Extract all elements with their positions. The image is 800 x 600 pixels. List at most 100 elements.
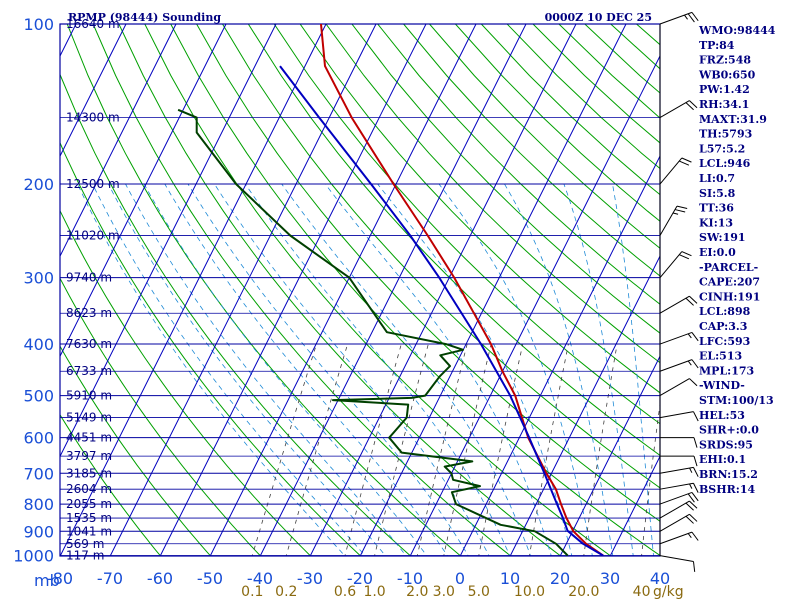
index-entry: MAXT:31.9 <box>699 113 767 126</box>
wind-barb <box>659 11 699 25</box>
index-entry: EL:513 <box>699 350 742 363</box>
wind-barb-staff <box>659 378 690 397</box>
temperature-tick-label: -40 <box>247 569 273 588</box>
isotherm <box>509 255 660 556</box>
wind-barb-half-flag <box>689 467 693 473</box>
temperature-trace <box>320 24 604 556</box>
index-entry: EHI:0.1 <box>699 453 746 466</box>
dry-adiabat <box>377 24 660 305</box>
mixing-ratio-line <box>285 343 348 556</box>
wind-barb-staff <box>659 295 690 314</box>
height-label: 11020 m <box>66 229 120 243</box>
moist-adiabat <box>244 183 511 556</box>
wind-barb-flag <box>691 332 699 342</box>
moist-adiabat <box>187 183 469 556</box>
wind-barb-flag <box>689 100 698 109</box>
wind-barb-flag <box>685 297 694 306</box>
isotherm <box>609 455 660 556</box>
wind-barb-flag <box>693 437 698 448</box>
moist-adiabat <box>77 183 346 556</box>
moist-adiabat <box>324 183 552 556</box>
wind-barb <box>659 295 698 314</box>
pressure-tick-label: 800 <box>23 495 54 514</box>
wind-barb-staff <box>659 411 694 419</box>
wind-barb-flag <box>691 492 699 502</box>
dry-adiabat <box>170 24 660 556</box>
dry-adiabat <box>92 24 512 556</box>
height-label: 3797 m <box>66 449 112 463</box>
dry-adiabat <box>66 24 462 556</box>
moist-adiabat <box>214 183 490 556</box>
mixing-ratio-label: 40 <box>633 584 651 600</box>
wind-barb-staff <box>659 466 694 474</box>
wind-barb-flag <box>691 531 699 541</box>
mixing-ratio-label: 5.0 <box>468 584 490 600</box>
index-entry: RH:34.1 <box>699 98 749 111</box>
index-entry: CAP:3.3 <box>699 320 747 333</box>
index-entry: SI:5.8 <box>699 187 736 200</box>
pressure-tick-label: 700 <box>23 464 54 483</box>
moist-adiabat <box>438 183 593 556</box>
dry-adiabat <box>60 277 262 556</box>
mixing-ratio-line <box>529 344 569 556</box>
isotherm <box>0 24 26 556</box>
isotherm <box>159 24 427 556</box>
isotherm <box>60 24 127 158</box>
index-entry: CAPE:207 <box>699 276 760 289</box>
sounding-datetime: 0000Z 10 DEC 25 <box>545 11 652 24</box>
pressure-unit-label: mb <box>34 571 60 590</box>
wind-barb <box>659 500 698 519</box>
wind-barb-flag <box>693 456 698 467</box>
wind-barb <box>659 531 699 545</box>
wind-barb-flag <box>676 205 688 209</box>
wind-barb-flag <box>681 251 692 257</box>
wind-barb <box>659 411 699 422</box>
moist-adiabat <box>612 183 654 556</box>
temperature-axis-labels: -80 -70 -60 -50 -40 -30 -20 -10 0 10 20 30 40 <box>47 569 670 588</box>
mixing-ratio-unit: g/kg <box>653 584 684 600</box>
isotherm <box>559 355 660 556</box>
wind-barb-flag <box>674 209 686 213</box>
wind-barb <box>660 437 698 448</box>
wind-barb-staff <box>659 359 693 372</box>
wind-barb-half-flag <box>672 212 679 215</box>
isotherm <box>209 24 477 556</box>
dry-adiabat <box>222 24 660 489</box>
index-entry: TH:5793 <box>699 128 752 141</box>
wind-barb-flag <box>681 157 692 163</box>
moist-adiabat <box>92 183 366 556</box>
dry-adiabat <box>325 24 660 364</box>
mixing-ratio-label: 0.6 <box>334 584 356 600</box>
temperature-tick-label: 40 <box>650 569 670 588</box>
height-label: 5149 m <box>66 411 112 425</box>
height-label: 5910 m <box>66 389 112 403</box>
wind-barb-half-flag <box>689 483 693 489</box>
pressure-tick-label: 400 <box>23 335 54 354</box>
isotherm <box>60 24 327 556</box>
temperature-tick-label: -80 <box>47 569 73 588</box>
wind-barb <box>659 491 699 505</box>
wind-barbs <box>659 11 699 572</box>
dry-adiabat <box>60 141 362 556</box>
wind-barb <box>660 455 698 467</box>
isotherm-grid <box>0 24 660 556</box>
mixing-ratio-label: 1.0 <box>363 584 385 600</box>
height-label: 8623 m <box>66 306 112 320</box>
isotherm <box>309 24 577 556</box>
wind-barb <box>659 513 698 532</box>
wind-barb-staff <box>659 531 693 545</box>
pressure-tick-label: 200 <box>23 175 54 194</box>
mixing-ratio-label: 20.0 <box>568 584 599 600</box>
wind-barb-staff <box>659 205 678 236</box>
height-label: 2055 m <box>66 497 112 511</box>
wind-barb-staff <box>659 157 683 185</box>
wind-barb-flag <box>693 467 699 477</box>
wind-barb-flag <box>689 295 698 304</box>
index-entry: LCL:946 <box>699 157 751 170</box>
index-entry: LFC:593 <box>699 335 750 348</box>
index-entry: SRDS:95 <box>699 438 753 451</box>
index-entry: EI:0.0 <box>699 246 736 259</box>
index-entry: SHR+:0.0 <box>699 424 759 437</box>
wind-barb-half-flag <box>684 14 688 20</box>
